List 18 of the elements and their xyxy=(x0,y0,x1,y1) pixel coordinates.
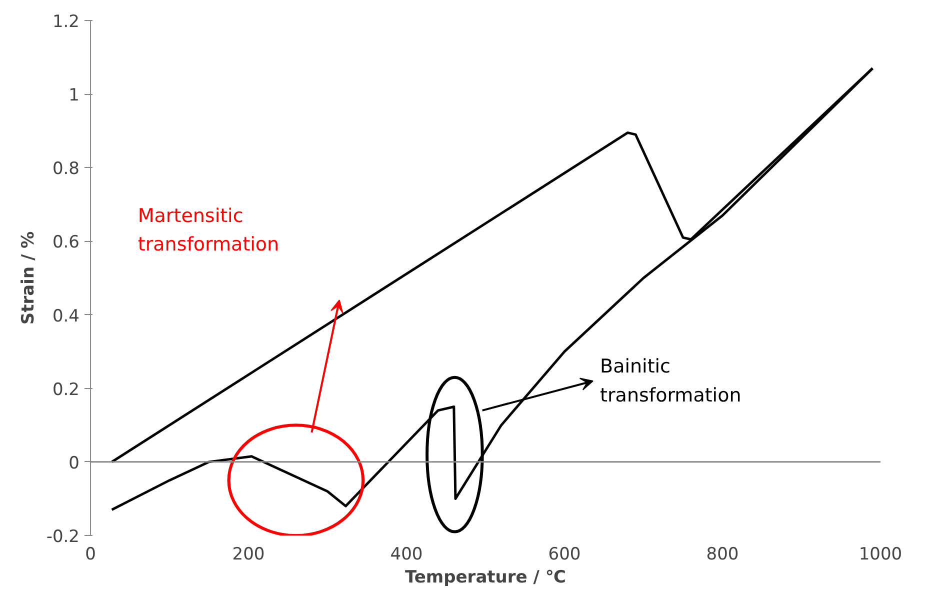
y-tick-label: 0.8 xyxy=(52,159,80,180)
x-tick-label: 0 xyxy=(85,544,96,564)
x-tick-label: 1000 xyxy=(858,544,902,564)
y-tick-label: 1.2 xyxy=(52,12,80,32)
x-axis-title: Temperature / ℃ xyxy=(405,568,566,588)
y-tick-label: 0 xyxy=(68,453,80,474)
y-tick-label: -0.2 xyxy=(46,527,80,547)
annotation: Bainitic transformation xyxy=(600,356,742,406)
y-tick-label: 1 xyxy=(68,86,80,106)
y-tick-label: 0.4 xyxy=(52,306,80,326)
x-tick-label: 200 xyxy=(232,544,265,564)
x-tick-label: 600 xyxy=(548,544,581,564)
x-tick-label: 400 xyxy=(390,544,423,564)
y-tick-label: 0.2 xyxy=(52,380,80,400)
y-axis-title: Strain / % xyxy=(18,231,38,325)
x-tick-label: 800 xyxy=(706,544,739,564)
y-tick-label: 0.6 xyxy=(52,232,80,253)
annotation: Martensitic transformation xyxy=(138,204,280,256)
